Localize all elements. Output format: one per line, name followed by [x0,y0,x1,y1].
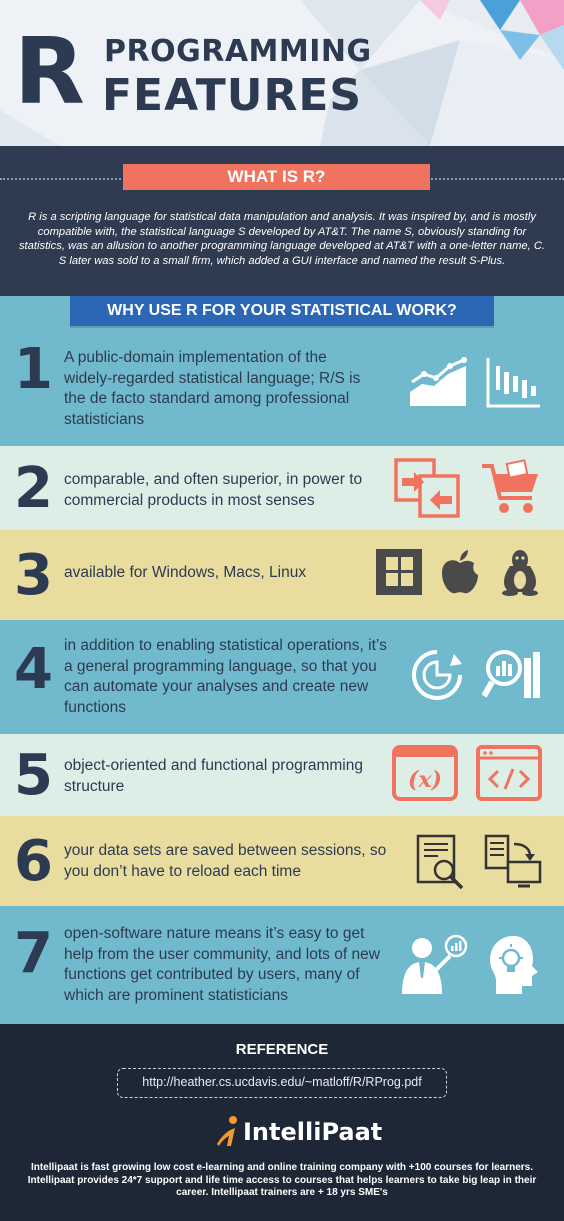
feature-text: comparable, and often superior, in power… [64,471,363,509]
feature-text: A public-domain implementation of the wi… [64,349,361,428]
feature-row-2: 2 comparable, and often superior, in pow… [0,446,564,530]
what-is-r-title: WHAT IS R? [123,164,430,190]
feature-icons: (x) [392,745,542,801]
company-about: Intellipaat is fast growing low cost e-l… [27,1162,537,1198]
data-transfer-icon [484,834,542,888]
logo-figure-icon [217,1116,237,1146]
feature-text: object-oriented and functional programmi… [64,757,363,795]
feature-icons [376,548,542,596]
feature-number: 2 [14,456,53,521]
feature-number: 3 [14,543,53,608]
footer: REFERENCE http://heather.cs.ucdavis.edu/… [0,1024,564,1221]
idea-bulb-icon [490,936,538,994]
code-tag-icon [476,745,542,801]
data-search-icon [416,834,464,890]
feature-icons [408,356,542,408]
presenter-icon [402,934,468,994]
header-title-line2: FEATURES [102,70,363,121]
svg-text:(x): (x) [408,767,442,793]
feature-number: 1 [14,337,53,402]
feature-number: 7 [14,921,53,986]
feature-icons [400,934,542,996]
header-title-line1: PROGRAMMING [104,34,372,69]
logo-text: IntelliPaat [243,1118,383,1146]
feature-row-7: 7 open-software nature means it’s easy t… [0,906,564,1024]
feature-text: in addition to enabling statistical oper… [64,637,387,716]
function-x-icon: (x) [392,745,458,801]
feature-text: available for Windows, Macs, Linux [64,564,307,581]
linux-penguin-icon [502,550,538,596]
search-analysis-icon [482,650,540,698]
feature-row-4: 4 in addition to enabling statistical op… [0,620,564,734]
feature-icons [410,648,542,702]
shopping-cart-icon [482,459,538,513]
what-is-r-section: WHAT IS R? R is a scripting language for… [0,146,564,296]
what-is-r-description: R is a scripting language for statistica… [18,211,546,267]
feature-row-6: 6 your data sets are saved between sessi… [0,816,564,906]
windows-icon [376,549,422,595]
bar-chart-icon [486,358,540,408]
feature-icons [394,458,542,518]
feature-number: 5 [14,743,53,808]
header-big-r: R [14,18,85,125]
feature-row-3: 3 available for Windows, Macs, Linux [0,530,564,620]
feature-number: 6 [14,829,53,894]
reference-link[interactable]: http://heather.cs.ucdavis.edu/~matloff/R… [117,1068,447,1098]
header-banner: R PROGRAMMING FEATURES [0,0,564,146]
feature-icons [416,834,542,890]
line-chart-icon [410,357,467,406]
feature-number: 4 [14,637,53,702]
refresh-chart-icon [412,650,462,700]
reference-title: REFERENCE [235,1041,329,1058]
apple-icon [442,550,478,594]
geometric-background [0,0,564,146]
feature-row-5: 5 object-oriented and functional program… [0,734,564,816]
feature-text: open-software nature means it’s easy to … [64,925,380,1004]
why-use-r-title: WHY USE R FOR YOUR STATISTICAL WORK? [70,296,494,326]
feature-text: your data sets are saved between session… [64,842,387,880]
intellipaat-logo: IntelliPaat [213,1114,382,1150]
compare-arrows-icon [394,458,460,518]
